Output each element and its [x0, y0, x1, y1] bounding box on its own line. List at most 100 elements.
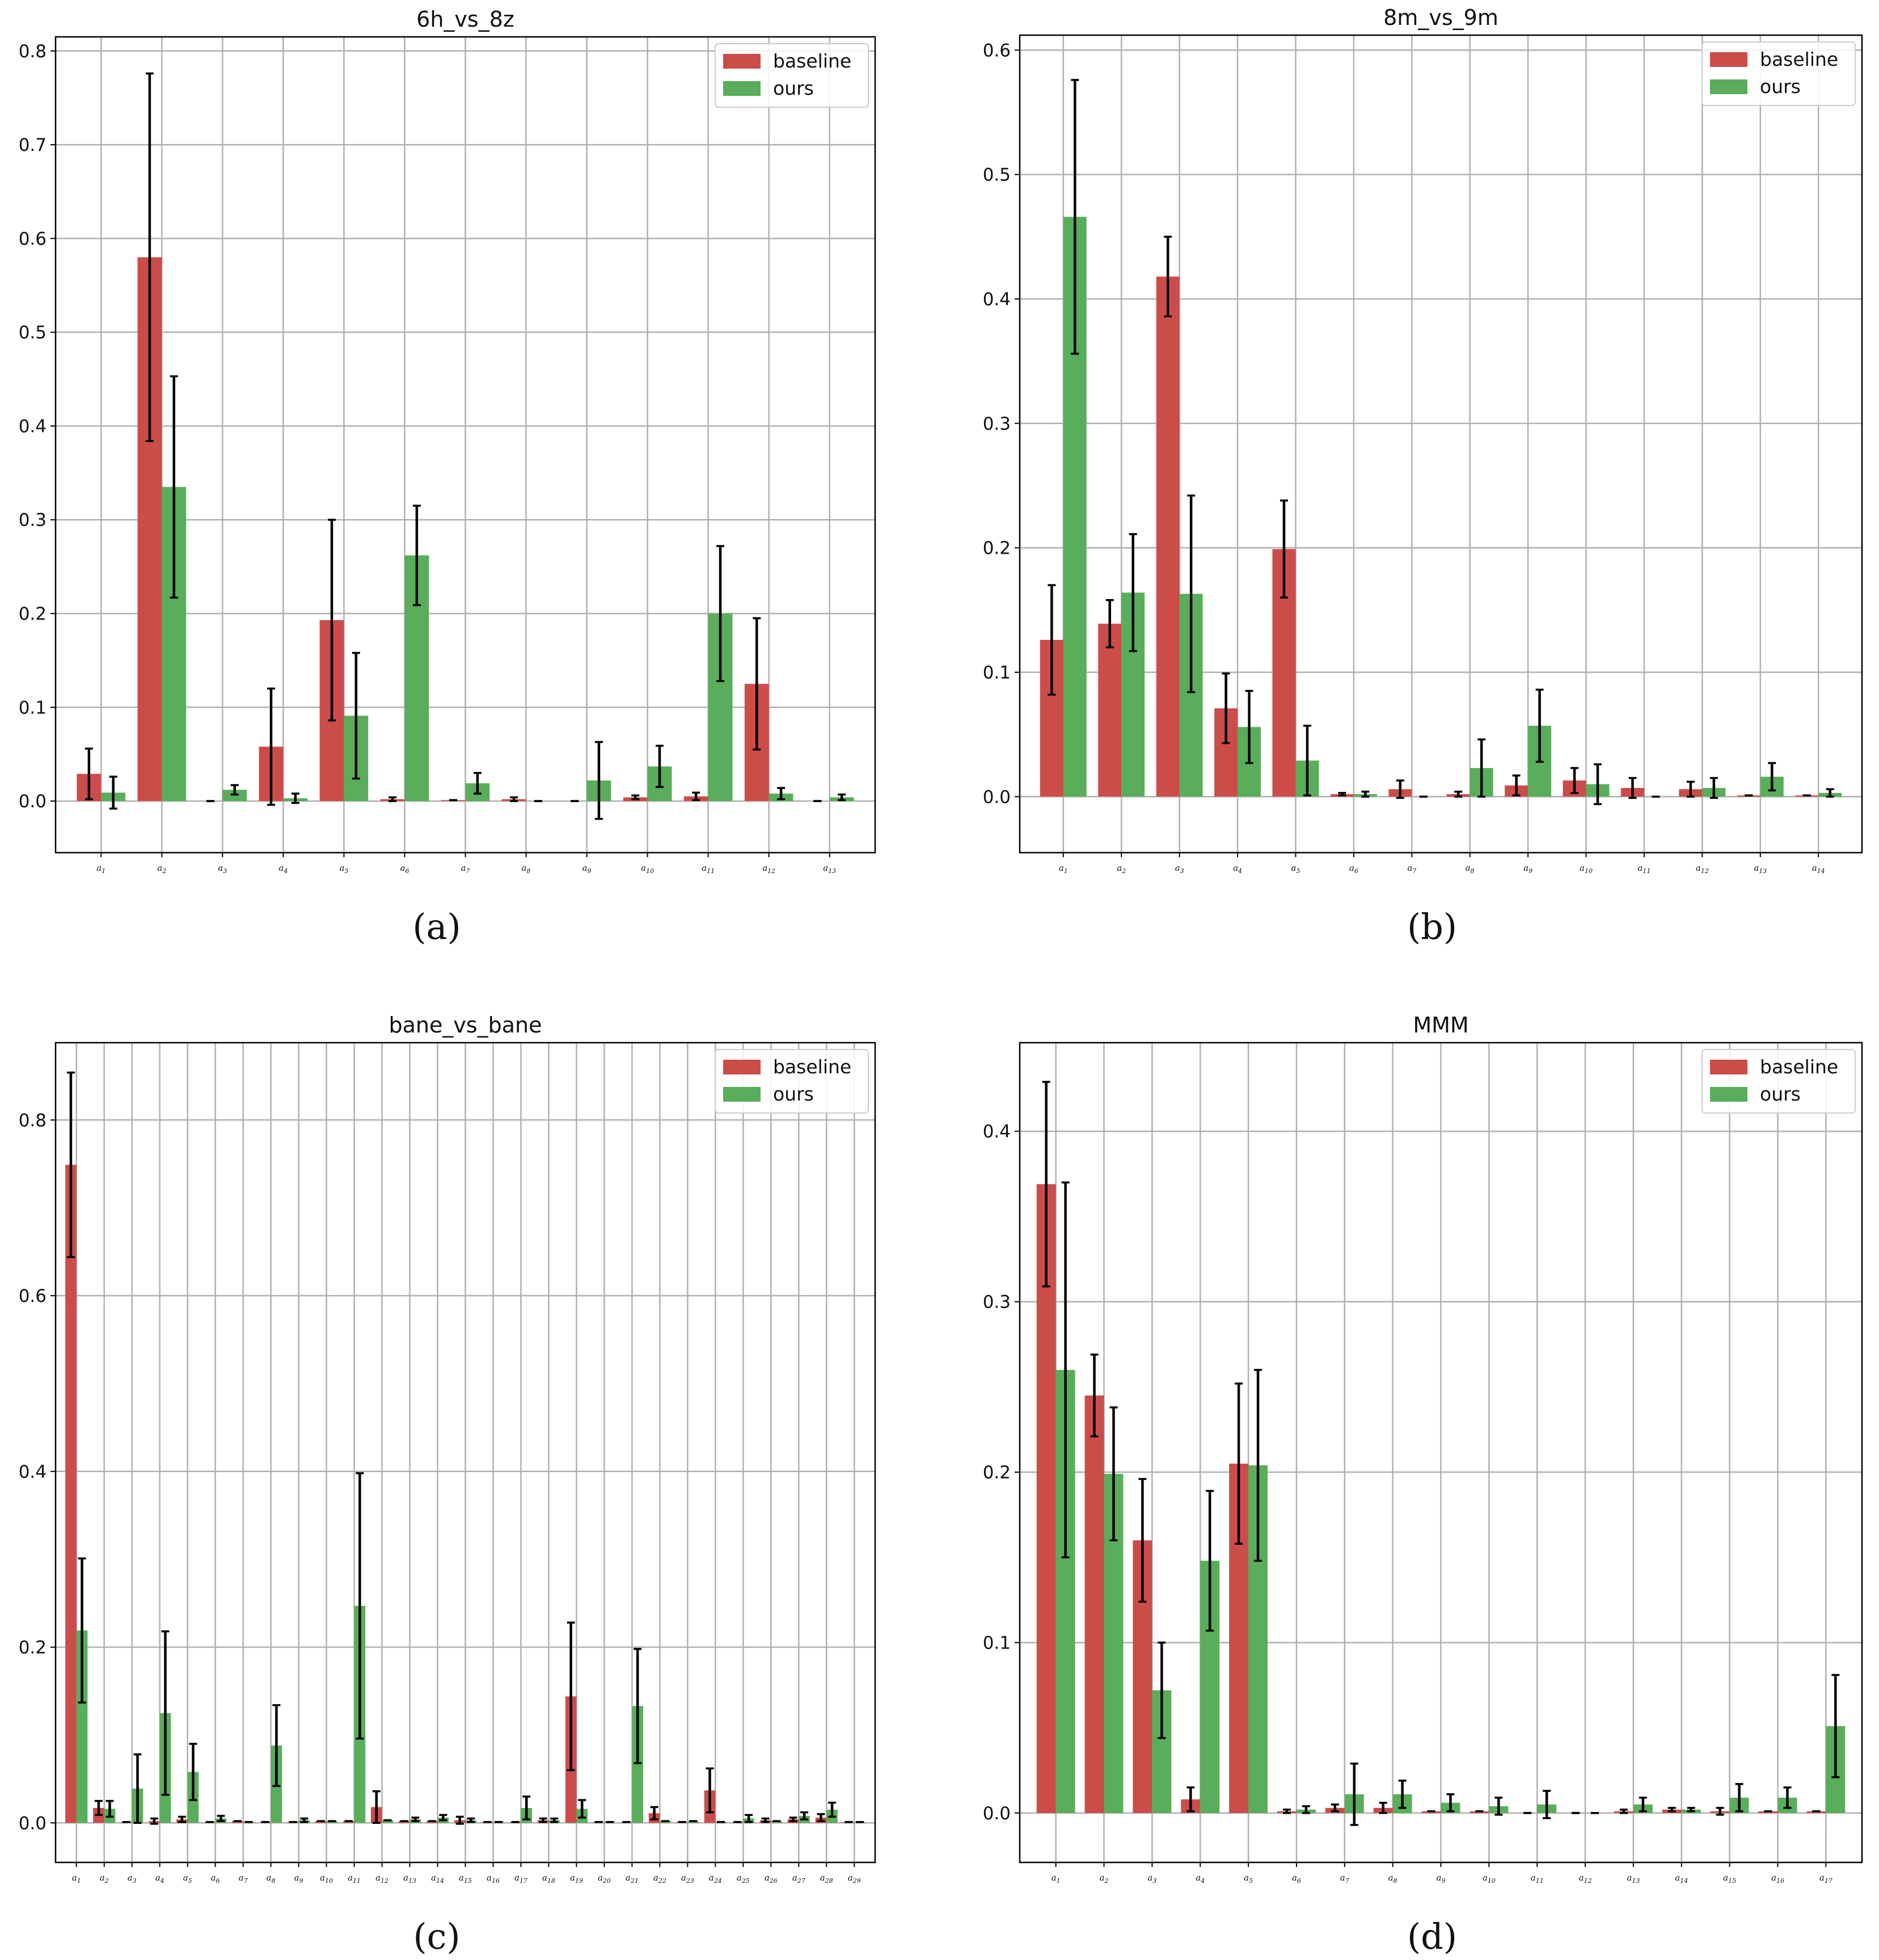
x-tick-label: a14	[431, 1873, 444, 1885]
axes-frame	[54, 36, 876, 854]
legend-label-ours: ours	[1760, 75, 1801, 98]
x-tick-label: a27	[792, 1873, 805, 1885]
x-tick-label: a1	[72, 1873, 81, 1885]
x-tick-label: a14	[1675, 1873, 1688, 1885]
x-tick-label: a5	[1244, 1873, 1253, 1885]
x-tick-label: a7	[239, 1873, 248, 1885]
x-tick-label: a16	[487, 1873, 500, 1885]
y-tick-label: 0.4	[19, 1462, 47, 1482]
x-tick-label: a6	[1349, 863, 1358, 875]
x-tick-label: a2	[157, 863, 166, 875]
panel-caption: (b)	[1407, 906, 1457, 947]
legend-swatch-baseline	[723, 1060, 761, 1074]
chart-panel-3: 0.0 0.2 0.4 0.6 0.8 a1 a2 a3 a4 a5 a6 a7 a8 a9 a10 a11 a…	[19, 1013, 876, 1957]
x-tick-label: a23	[681, 1873, 694, 1885]
x-tick-label: a29	[848, 1873, 861, 1885]
axes-frame	[1019, 1042, 1863, 1864]
x-tick-label: a9	[582, 863, 592, 875]
x-tick-label: a17	[1819, 1873, 1832, 1885]
chart-panel-4: 0.0 0.1 0.2 0.3 0.4 a1 a2 a3 a4 a5 a6 a7 a8 a9 a10 a11 a…	[983, 1013, 1863, 1957]
x-tick-label: a7	[1340, 1873, 1349, 1885]
bar-baseline-a1	[65, 1165, 77, 1823]
x-tick-label: a9	[1437, 1873, 1446, 1885]
x-tick-label: a8	[1388, 1873, 1397, 1885]
x-tick-label: a22	[653, 1873, 666, 1885]
x-tick-label: a7	[1407, 863, 1416, 875]
legend-label-baseline: baseline	[1760, 48, 1838, 70]
x-tick-label: a6	[400, 863, 409, 875]
x-tick-label: a6	[211, 1873, 220, 1885]
x-tick-label: a5	[183, 1873, 192, 1885]
legend-swatch-baseline	[723, 54, 761, 69]
x-tick-label: a16	[1771, 1873, 1784, 1885]
x-tick-label: a4	[278, 863, 288, 875]
axes-frame	[1019, 34, 1863, 854]
y-tick-label: 0.6	[19, 229, 47, 249]
chart-title: MMM	[1413, 1013, 1468, 1038]
x-tick-label: a2	[1117, 863, 1126, 875]
bar-ours-a21	[632, 1706, 643, 1823]
y-tick-label: 0.2	[983, 538, 1011, 559]
chart-title: 6h_vs_8z	[416, 7, 514, 32]
bar-baseline-a2	[1098, 623, 1122, 797]
y-tick-label: 0.0	[19, 791, 47, 812]
x-tick-label: a21	[626, 1873, 639, 1885]
y-tick-label: 0.6	[19, 1286, 47, 1306]
legend-label-ours: ours	[1760, 1083, 1801, 1105]
legend-label-ours: ours	[773, 77, 814, 99]
x-tick-label: a13	[1754, 863, 1767, 875]
x-tick-label: a6	[1292, 1873, 1301, 1885]
y-tick-label: 0.3	[983, 1292, 1011, 1313]
x-tick-label: a9	[1523, 863, 1532, 875]
y-tick-label: 0.4	[983, 289, 1011, 310]
panel-caption: (a)	[412, 906, 461, 947]
y-tick-label: 0.0	[983, 787, 1011, 807]
x-tick-label: a10	[1580, 863, 1593, 875]
y-tick-label: 0.4	[19, 416, 47, 437]
x-tick-label: a2	[1100, 1873, 1109, 1885]
x-tick-label: a3	[1147, 1873, 1156, 1885]
y-tick-label: 0.3	[19, 510, 47, 530]
y-tick-label: 0.5	[19, 323, 47, 343]
x-tick-label: a15	[1723, 1873, 1736, 1885]
x-tick-label: a25	[737, 1873, 750, 1885]
x-tick-label: a12	[1696, 863, 1709, 875]
x-tick-label: a11	[1531, 1873, 1544, 1885]
chart-title: 8m_vs_9m	[1383, 5, 1498, 30]
y-tick-label: 0.6	[983, 40, 1011, 61]
x-tick-label: a8	[1466, 863, 1475, 875]
bar-ours-a12	[382, 1820, 394, 1823]
x-tick-label: a12	[762, 863, 775, 875]
bar-baseline-a1	[1036, 1184, 1056, 1813]
legend-swatch-ours	[1710, 1087, 1747, 1102]
y-tick-label: 0.1	[983, 663, 1011, 683]
x-tick-label: a12	[1579, 1873, 1592, 1885]
x-tick-label: a11	[1637, 863, 1650, 875]
legend: baseline ours	[1701, 1049, 1856, 1114]
x-tick-label: a5	[339, 863, 348, 875]
legend: baseline ours	[1701, 41, 1856, 106]
x-tick-label: a3	[1175, 863, 1184, 875]
legend-swatch-baseline	[1710, 1060, 1747, 1074]
y-tick-label: 0.2	[983, 1462, 1011, 1483]
x-tick-label: a13	[823, 863, 836, 875]
x-tick-label: a10	[320, 1873, 333, 1885]
x-tick-label: a7	[461, 863, 470, 875]
legend-label-baseline: baseline	[1760, 1056, 1838, 1078]
chart-panel-1: 0.0 0.1 0.2 0.3 0.4 0.5 0.6 0.7 0.8 a1 a2 a3 a4 a5 a6 a…	[19, 7, 876, 947]
x-tick-label: a1	[1052, 1873, 1061, 1885]
y-tick-label: 0.5	[983, 165, 1011, 186]
legend-swatch-ours	[723, 1087, 761, 1102]
x-tick-label: a8	[522, 863, 531, 875]
y-tick-label: 0.0	[19, 1813, 47, 1833]
y-tick-label: 0.0	[983, 1803, 1011, 1824]
x-tick-label: a10	[641, 863, 654, 875]
legend: baseline ours	[715, 43, 869, 108]
y-tick-label: 0.2	[19, 1638, 47, 1658]
x-tick-label: a26	[765, 1873, 778, 1885]
y-tick-label: 0.1	[983, 1633, 1011, 1653]
x-tick-label: a3	[128, 1873, 137, 1885]
x-tick-label: a18	[542, 1873, 555, 1885]
bar-baseline-a2	[1084, 1395, 1104, 1813]
axes-frame	[54, 1042, 876, 1864]
